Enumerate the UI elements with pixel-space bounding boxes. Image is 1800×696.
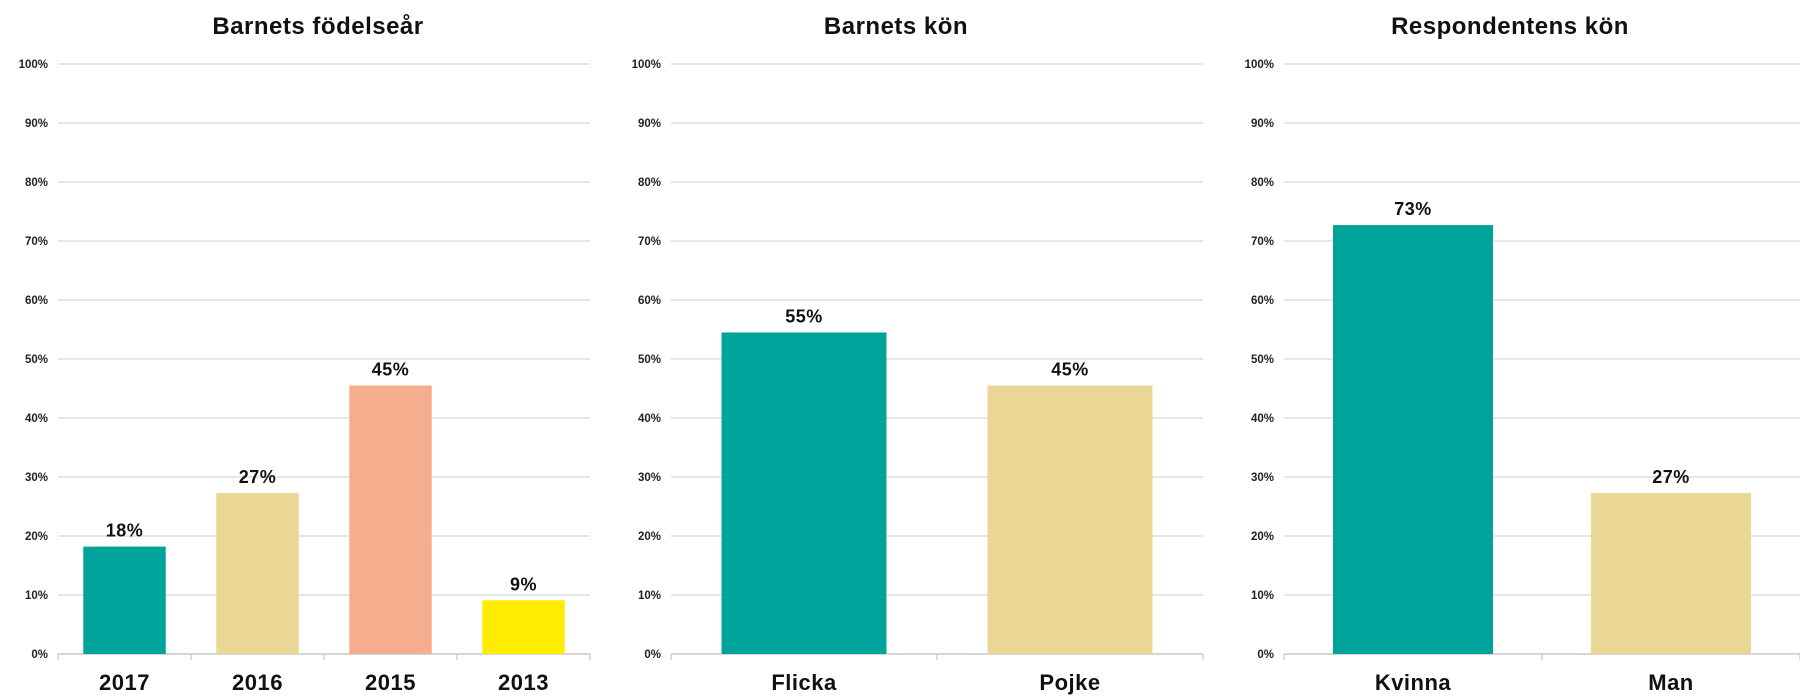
y-tick-label: 70% bbox=[1251, 236, 1274, 248]
data-label: 45% bbox=[372, 360, 410, 380]
bar-Flicka[interactable] bbox=[721, 332, 887, 654]
y-tick-label: 80% bbox=[1251, 177, 1274, 189]
y-tick-label: 50% bbox=[25, 354, 48, 366]
data-label: 45% bbox=[1051, 360, 1089, 380]
bar-2015[interactable] bbox=[349, 385, 432, 654]
y-tick-label: 40% bbox=[638, 413, 661, 425]
y-tick-label: 60% bbox=[1251, 295, 1274, 307]
bar-2017[interactable] bbox=[83, 546, 166, 654]
x-tick-label: Flicka bbox=[771, 670, 837, 695]
y-tick-label: 0% bbox=[644, 649, 661, 661]
y-tick-label: 80% bbox=[638, 177, 661, 189]
x-tick-label: 2017 bbox=[99, 670, 150, 695]
bar-Kvinna[interactable] bbox=[1333, 225, 1493, 654]
x-tick-label: 2013 bbox=[498, 670, 549, 695]
chart-1: Barnets födelseår 0% 10% 20% 30% 40% 50% 60% 70%… bbox=[19, 13, 591, 695]
y-tick-label: 20% bbox=[1251, 531, 1274, 543]
y-tick-label: 90% bbox=[1251, 118, 1274, 130]
chart-title: Barnets kön bbox=[824, 13, 968, 40]
chart-title: Respondentens kön bbox=[1391, 13, 1629, 40]
y-tick-label: 30% bbox=[25, 472, 48, 484]
x-tick-label: Kvinna bbox=[1375, 670, 1452, 695]
y-tick-label: 20% bbox=[25, 531, 48, 543]
y-tick-label: 90% bbox=[638, 118, 661, 130]
x-tick-label: Pojke bbox=[1039, 670, 1100, 695]
y-tick-label: 70% bbox=[25, 236, 48, 248]
y-tick-label: 90% bbox=[25, 118, 48, 130]
y-tick-label: 100% bbox=[632, 59, 661, 71]
y-tick-label: 30% bbox=[1251, 472, 1274, 484]
data-label: 27% bbox=[239, 467, 277, 487]
y-tick-label: 20% bbox=[638, 531, 661, 543]
y-tick-label: 100% bbox=[1245, 59, 1274, 71]
x-tick-label: 2015 bbox=[365, 670, 416, 695]
y-tick-label: 30% bbox=[638, 472, 661, 484]
data-label: 9% bbox=[510, 574, 537, 594]
data-label: 18% bbox=[106, 521, 144, 541]
y-tick-label: 80% bbox=[25, 177, 48, 189]
bar-2016[interactable] bbox=[216, 492, 299, 654]
y-tick-label: 100% bbox=[19, 59, 48, 71]
chart-2: Barnets kön 0% 10% 20% 30% 40% 50% 60% 70% 80% 90%… bbox=[632, 13, 1204, 695]
y-tick-label: 50% bbox=[638, 354, 661, 366]
y-tick-label: 40% bbox=[25, 413, 48, 425]
y-tick-label: 50% bbox=[1251, 354, 1274, 366]
data-label: 55% bbox=[785, 306, 823, 326]
y-tick-label: 60% bbox=[25, 295, 48, 307]
y-tick-label: 60% bbox=[638, 295, 661, 307]
bar-Man[interactable] bbox=[1591, 492, 1751, 654]
bar-Pojke[interactable] bbox=[987, 385, 1153, 654]
y-tick-label: 10% bbox=[1251, 590, 1274, 602]
y-tick-label: 40% bbox=[1251, 413, 1274, 425]
y-tick-label: 0% bbox=[1257, 649, 1274, 661]
data-label: 27% bbox=[1652, 467, 1690, 487]
chart-title: Barnets födelseår bbox=[212, 13, 423, 40]
y-tick-label: 10% bbox=[638, 590, 661, 602]
x-tick-label: 2016 bbox=[232, 670, 283, 695]
y-tick-label: 0% bbox=[31, 649, 48, 661]
bar-2013[interactable] bbox=[482, 600, 565, 654]
y-tick-label: 10% bbox=[25, 590, 48, 602]
y-tick-label: 70% bbox=[638, 236, 661, 248]
data-label: 73% bbox=[1394, 199, 1432, 219]
x-tick-label: Man bbox=[1648, 670, 1694, 695]
chart-3: Respondentens kön 0% 10% 20% 30% 40% 50% 60% 70%… bbox=[1245, 13, 1800, 695]
